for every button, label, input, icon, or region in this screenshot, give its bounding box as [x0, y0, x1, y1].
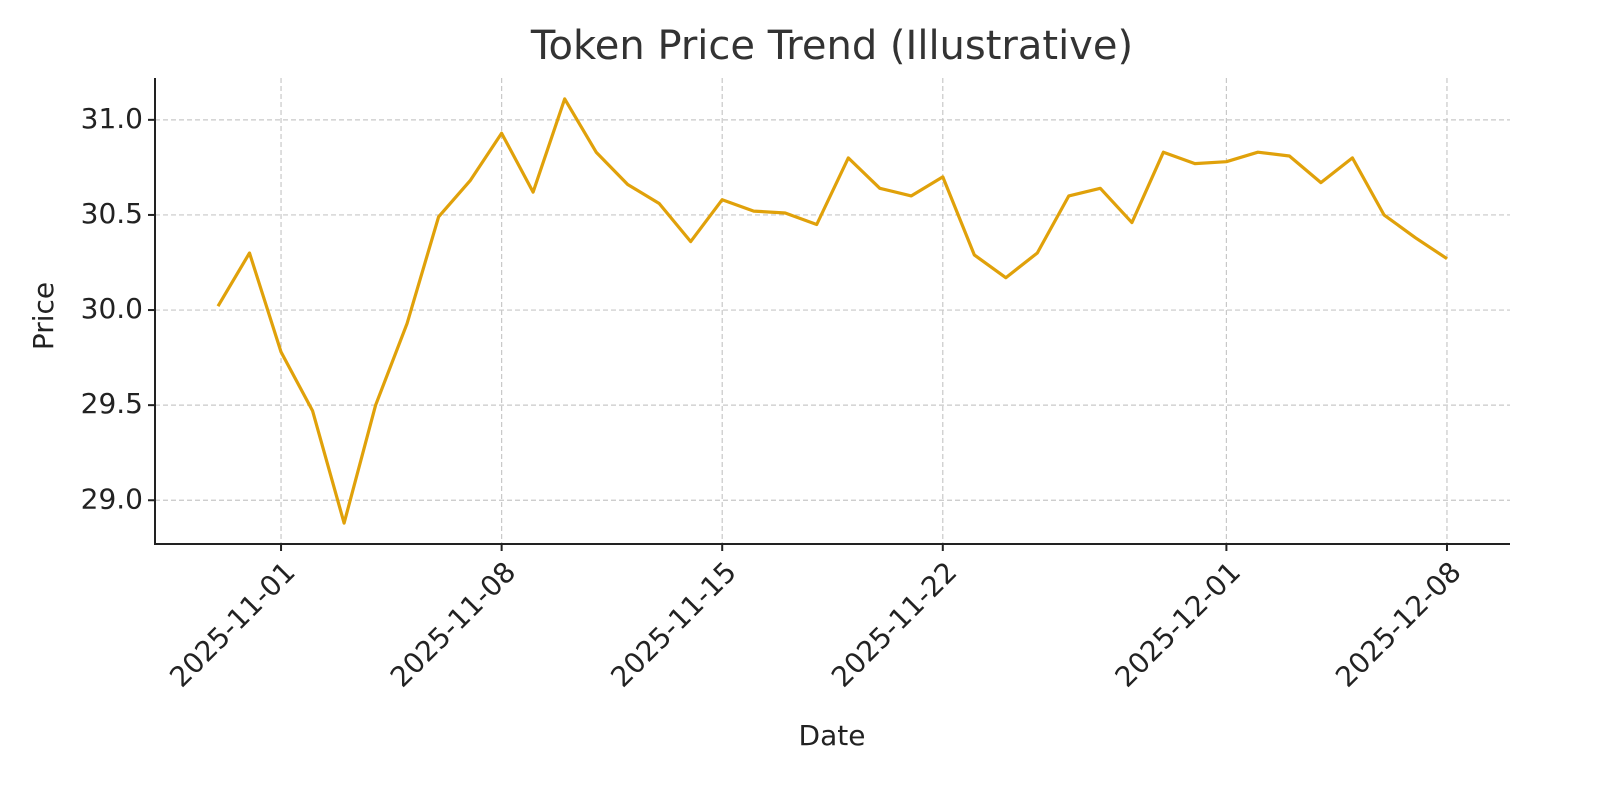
- x-axis-label: Date: [799, 719, 866, 752]
- x-tick-label: 2025-11-08: [384, 555, 522, 693]
- x-tick-label: 2025-11-22: [825, 555, 963, 693]
- y-tick-label: 29.0: [81, 482, 143, 515]
- price-line: [216, 97, 1448, 525]
- y-tick-label: 30.0: [81, 292, 143, 325]
- x-tick-label: 2025-12-01: [1109, 555, 1247, 693]
- x-tick-label: 2025-11-15: [604, 555, 742, 693]
- x-tick-label: 2025-12-08: [1329, 555, 1467, 693]
- y-tick-label: 30.5: [81, 197, 143, 230]
- y-tick-label: 31.0: [81, 102, 143, 135]
- x-tick-label: 2025-11-01: [163, 555, 301, 693]
- y-axis-label: Price: [27, 282, 60, 350]
- chart-title: Token Price Trend (Illustrative): [530, 23, 1133, 69]
- y-tick-label: 29.5: [81, 387, 143, 420]
